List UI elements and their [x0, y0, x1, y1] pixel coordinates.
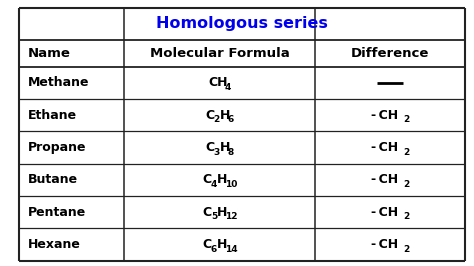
Text: C: C — [203, 206, 212, 219]
Text: C: C — [203, 173, 212, 186]
Text: C: C — [206, 109, 215, 122]
Text: 2: 2 — [403, 245, 409, 254]
Text: 10: 10 — [225, 180, 237, 189]
Text: - CH: - CH — [371, 109, 398, 122]
Text: 2: 2 — [214, 115, 220, 124]
Text: Pentane: Pentane — [27, 206, 86, 219]
Text: H: H — [217, 206, 227, 219]
Text: C: C — [206, 141, 215, 154]
Text: Homologous series: Homologous series — [156, 16, 328, 31]
Text: 2: 2 — [403, 115, 409, 124]
Text: H: H — [217, 173, 227, 186]
Text: 3: 3 — [214, 148, 220, 157]
Text: Propane: Propane — [27, 141, 86, 154]
Text: 6: 6 — [211, 245, 217, 254]
Text: 2: 2 — [403, 180, 409, 189]
Text: Butane: Butane — [27, 173, 78, 186]
Text: Name: Name — [27, 47, 70, 60]
Text: Difference: Difference — [351, 47, 429, 60]
Text: Ethane: Ethane — [27, 109, 77, 122]
Text: 8: 8 — [228, 148, 234, 157]
Text: C: C — [203, 238, 212, 251]
Text: - CH: - CH — [371, 173, 398, 186]
Text: Hexane: Hexane — [27, 238, 81, 251]
Text: 2: 2 — [403, 213, 409, 222]
Text: Methane: Methane — [27, 76, 89, 89]
Text: 14: 14 — [225, 245, 237, 254]
Text: 2: 2 — [403, 148, 409, 157]
Text: - CH: - CH — [371, 141, 398, 154]
Text: H: H — [219, 109, 230, 122]
Text: 5: 5 — [211, 213, 217, 222]
Text: H: H — [217, 238, 227, 251]
Text: Molecular Formula: Molecular Formula — [150, 47, 289, 60]
Text: 4: 4 — [225, 83, 231, 92]
Text: 12: 12 — [225, 213, 237, 222]
Text: H: H — [219, 141, 230, 154]
Text: 6: 6 — [228, 115, 234, 124]
Text: - CH: - CH — [371, 206, 398, 219]
Text: CH: CH — [209, 76, 228, 89]
Text: - CH: - CH — [371, 238, 398, 251]
Text: 4: 4 — [211, 180, 217, 189]
